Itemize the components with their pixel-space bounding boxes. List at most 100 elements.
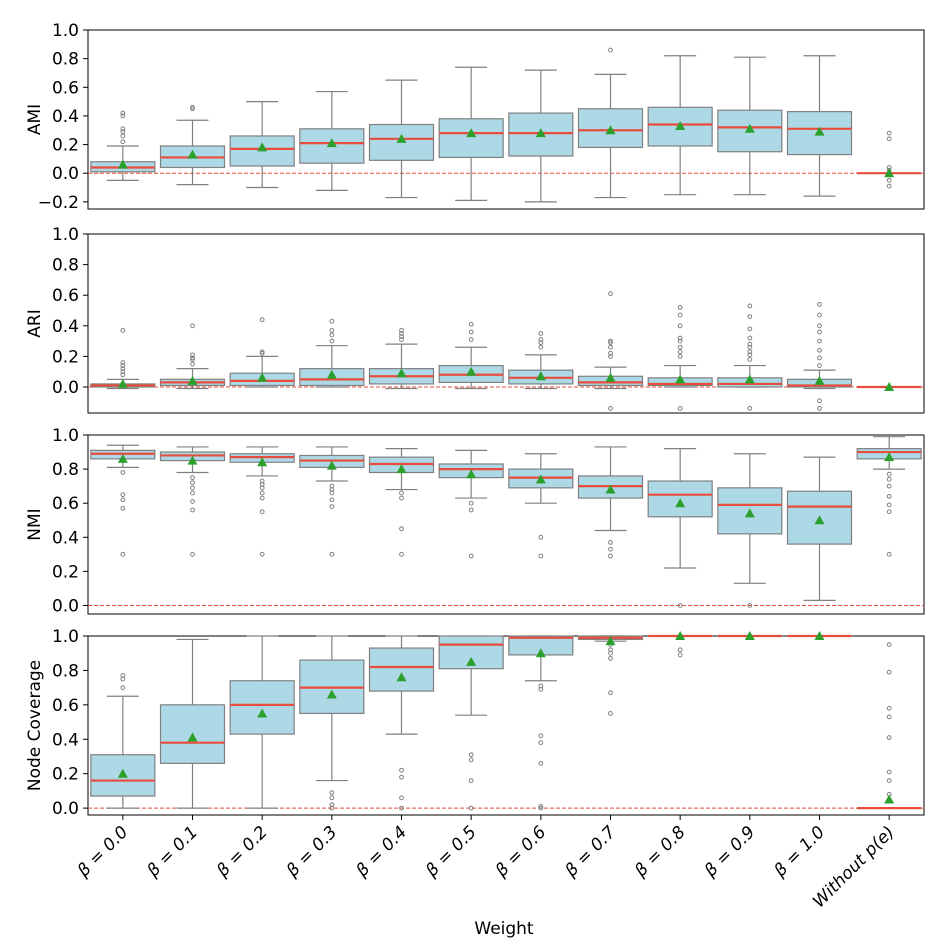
box-9 [717,56,783,196]
outlier-point [468,321,474,327]
outlier-point [190,357,195,362]
mean-marker [117,453,128,463]
outlier-point [120,113,126,119]
outlier-point [329,327,335,333]
mean-marker [814,375,825,385]
outlier-point [817,301,822,307]
panel-nmi: 0.0 0.2 0.4 0.6 0.8 1.0 NMI [25,426,925,616]
panel-ari: 0.0 0.2 0.4 0.6 0.8 1.0 ARI [25,225,925,414]
outlier-point [886,130,892,136]
outlier-point [538,740,544,746]
outlier-point [259,350,265,356]
outlier-point [399,495,404,501]
outlier-point [886,136,892,142]
outlier-point [399,551,404,557]
outlier-point [677,647,683,653]
mean-marker [396,464,407,474]
outlier-point [538,760,544,766]
box-0 [90,327,156,390]
outlier-point [120,470,126,475]
outlier-point [190,355,195,361]
outlier-point [399,337,404,342]
outlier-point [608,47,613,53]
outlier-point [677,349,683,355]
iqr-box [229,680,295,735]
x-axis-title: Weight [474,919,534,939]
box-7 [577,635,644,716]
panel-node-coverage: 0.0 0.2 0.4 0.6 0.8 1.0 Node Coverage [25,627,925,820]
axes-frame [87,434,925,615]
outlier-point [190,499,195,504]
outlier-point [817,398,822,404]
outlier-point [190,551,195,557]
mean-marker [117,378,128,388]
outlier-point [677,335,683,341]
mean-marker [675,374,686,384]
outlier-point [608,406,613,411]
box-7 [577,291,644,411]
outlier-point [886,714,892,720]
y-tick-label: 0.8 [52,50,79,70]
box-7 [577,47,644,199]
outlier-point [886,493,892,499]
outlier-point [538,340,544,346]
mean-marker [884,452,895,462]
outlier-point [886,177,892,183]
outlier-point [538,331,544,336]
outlier-point [538,805,544,811]
mean-marker [187,375,198,385]
iqr-box [368,647,435,692]
y-tick-label: 0.4 [52,528,79,548]
y-tick-label: 0.0 [52,378,79,398]
box-4 [368,79,435,199]
outlier-point [677,652,683,658]
outlier-point [399,526,404,532]
box-8 [647,305,713,411]
outlier-point [190,323,195,329]
outlier-point [468,752,474,758]
y-tick-label: 0.8 [52,460,79,480]
mean-marker [884,168,895,178]
box-10 [786,301,853,411]
box-2 [229,446,295,557]
y-axis-title: AMI [25,104,45,135]
box-6 [508,635,574,811]
box-2 [229,100,295,189]
outlier-point [538,344,544,350]
outlier-point [817,329,822,335]
outlier-point [399,795,404,801]
outlier-point [329,318,335,324]
box-3 [299,446,365,557]
box-1 [159,323,226,390]
outlier-point [120,110,126,116]
mean-marker [117,159,128,169]
outlier-point [120,505,126,511]
y-axis-title: NMI [25,508,45,540]
box-8 [647,55,713,196]
outlier-point [190,475,195,481]
x-tick-label: β = 0.2 [212,822,271,881]
outlier-point [886,769,892,775]
outlier-point [468,553,474,559]
box-0 [90,110,156,181]
outlier-point [120,492,126,498]
outlier-point [329,805,335,811]
outlier-point [120,360,126,365]
mean-marker [814,515,825,525]
box-2 [229,317,295,388]
outlier-point [468,778,474,783]
x-tick-label: β = 1.0 [770,822,829,881]
outlier-point [677,312,683,318]
y-tick-label: 0.8 [52,256,79,276]
outlier-point [329,504,335,510]
mean-marker [326,369,337,379]
mean-marker [326,138,337,148]
outlier-point [886,483,892,489]
outlier-point [120,372,126,378]
box-6 [508,453,574,559]
outlier-point [608,291,613,297]
outlier-point [120,551,126,557]
outlier-point [468,337,474,342]
outlier-point [677,344,683,350]
y-tick-label: 0.2 [52,562,79,582]
